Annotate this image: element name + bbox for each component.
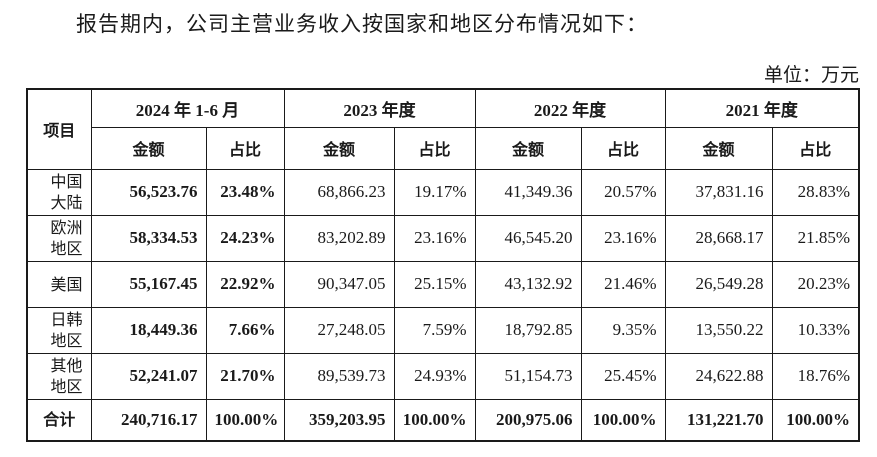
total-share-cell: 100.00% [771, 398, 860, 442]
share-cell: 20.57% [580, 168, 666, 216]
unit-label: 单位：万元 [763, 64, 859, 86]
region-label-line: 美国 [50, 274, 83, 294]
share-cell: 7.66% [205, 306, 285, 354]
share-cell: 9.35% [580, 306, 666, 354]
amount-cell: 26,549.28 [664, 260, 773, 308]
amount-cell: 13,550.22 [664, 306, 773, 354]
amount-cell: 51,154.73 [474, 352, 582, 400]
region-label-line: 地区 [50, 377, 83, 396]
share-cell: 25.45% [580, 352, 666, 400]
period-header: 2024 年 1-6 月 [90, 88, 285, 128]
table-row: 美国 55,167.45 22.92% 90,347.05 25.15% 43,132.9… [26, 260, 860, 308]
region-label: 日韩 地区 [26, 306, 92, 354]
amount-cell: 18,449.36 [90, 306, 207, 354]
amount-cell: 56,523.76 [90, 168, 207, 216]
amount-cell: 83,202.89 [283, 214, 395, 262]
amount-cell: 68,866.23 [283, 168, 395, 216]
share-cell: 23.48% [205, 168, 285, 216]
item-header: 项目 [26, 88, 92, 170]
share-cell: 25.15% [393, 260, 476, 308]
total-share-cell: 100.00% [393, 398, 476, 442]
intro-text: 报告期内，公司主营业务收入按国家和地区分布情况如下： [76, 12, 648, 36]
region-label-line: 地区 [50, 331, 83, 350]
period-header: 2021 年度 [664, 88, 860, 128]
amount-cell: 41,349.36 [474, 168, 582, 216]
amount-cell: 46,545.20 [474, 214, 582, 262]
region-label-line: 其他 [50, 356, 83, 375]
amount-cell: 89,539.73 [283, 352, 395, 400]
region-label: 中国 大陆 [26, 168, 92, 216]
table-row: 其他 地区 52,241.07 21.70% 89,539.73 24.93% 51,154… [26, 352, 860, 400]
share-cell: 18.76% [771, 352, 860, 400]
region-label: 美国 [26, 260, 92, 308]
total-share-cell: 100.00% [205, 398, 285, 442]
share-cell: 21.85% [771, 214, 860, 262]
region-label-line: 大陆 [50, 193, 83, 212]
amount-cell: 52,241.07 [90, 352, 207, 400]
period-header-row: 项目 2024 年 1-6 月 2023 年度 2022 年度 2021 年度 [26, 88, 860, 170]
share-header: 占比 [580, 126, 666, 170]
total-amount-cell: 240,716.17 [90, 398, 207, 442]
amount-cell: 28,668.17 [664, 214, 773, 262]
period-header: 2023 年度 [283, 88, 476, 128]
total-label: 合计 [26, 398, 92, 442]
share-cell: 23.16% [393, 214, 476, 262]
share-cell: 24.23% [205, 214, 285, 262]
total-amount-cell: 359,203.95 [283, 398, 395, 442]
share-cell: 20.23% [771, 260, 860, 308]
share-cell: 23.16% [580, 214, 666, 262]
region-label-line: 欧洲 [50, 218, 83, 237]
share-cell: 21.46% [580, 260, 666, 308]
amount-cell: 55,167.45 [90, 260, 207, 308]
region-label-line: 地区 [50, 239, 83, 258]
total-row: 合计 240,716.17 100.00% 359,203.95 100.00% 200,… [26, 398, 860, 442]
amount-cell: 43,132.92 [474, 260, 582, 308]
share-cell: 21.70% [205, 352, 285, 400]
amount-cell: 18,792.85 [474, 306, 582, 354]
share-header: 占比 [771, 126, 860, 170]
sub-header-row: 金额 占比 金额 占比 金额 占比 金额 占比 [27, 126, 860, 170]
amount-header: 金额 [474, 126, 582, 170]
total-share-cell: 100.00% [580, 398, 666, 442]
share-cell: 22.92% [205, 260, 285, 308]
share-header: 占比 [205, 126, 285, 170]
amount-cell: 58,334.53 [90, 214, 207, 262]
share-cell: 7.59% [393, 306, 476, 354]
region-label: 欧洲 地区 [26, 214, 92, 262]
total-amount-cell: 131,221.70 [664, 398, 773, 442]
region-label-line: 中国 [50, 172, 83, 191]
share-cell: 10.33% [771, 306, 860, 354]
share-cell: 24.93% [393, 352, 476, 400]
amount-cell: 27,248.05 [283, 306, 395, 354]
table-row: 欧洲 地区 58,334.53 24.23% 83,202.89 23.16% 46,545… [26, 214, 860, 262]
table-row: 日韩 地区 18,449.36 7.66% 27,248.05 7.59% 18,792.8… [26, 306, 860, 354]
period-header: 2022 年度 [474, 88, 666, 128]
region-label-line: 日韩 [50, 310, 83, 329]
amount-header: 金额 [283, 126, 395, 170]
amount-cell: 24,622.88 [664, 352, 773, 400]
share-header: 占比 [393, 126, 476, 170]
amount-cell: 37,831.16 [664, 168, 773, 216]
total-amount-cell: 200,975.06 [474, 398, 582, 442]
amount-header: 金额 [664, 126, 773, 170]
share-cell: 28.83% [771, 168, 860, 216]
share-cell: 19.17% [393, 168, 476, 216]
table-row: 中国 大陆 56,523.76 23.48% 68,866.23 19.17% 41,349… [26, 168, 860, 216]
amount-cell: 90,347.05 [283, 260, 395, 308]
amount-header: 金额 [90, 126, 207, 170]
region-label: 其他 地区 [26, 352, 92, 400]
revenue-by-region-table: 项目 2024 年 1-6 月 2023 年度 2022 年度 2021 年度 … [26, 88, 861, 442]
